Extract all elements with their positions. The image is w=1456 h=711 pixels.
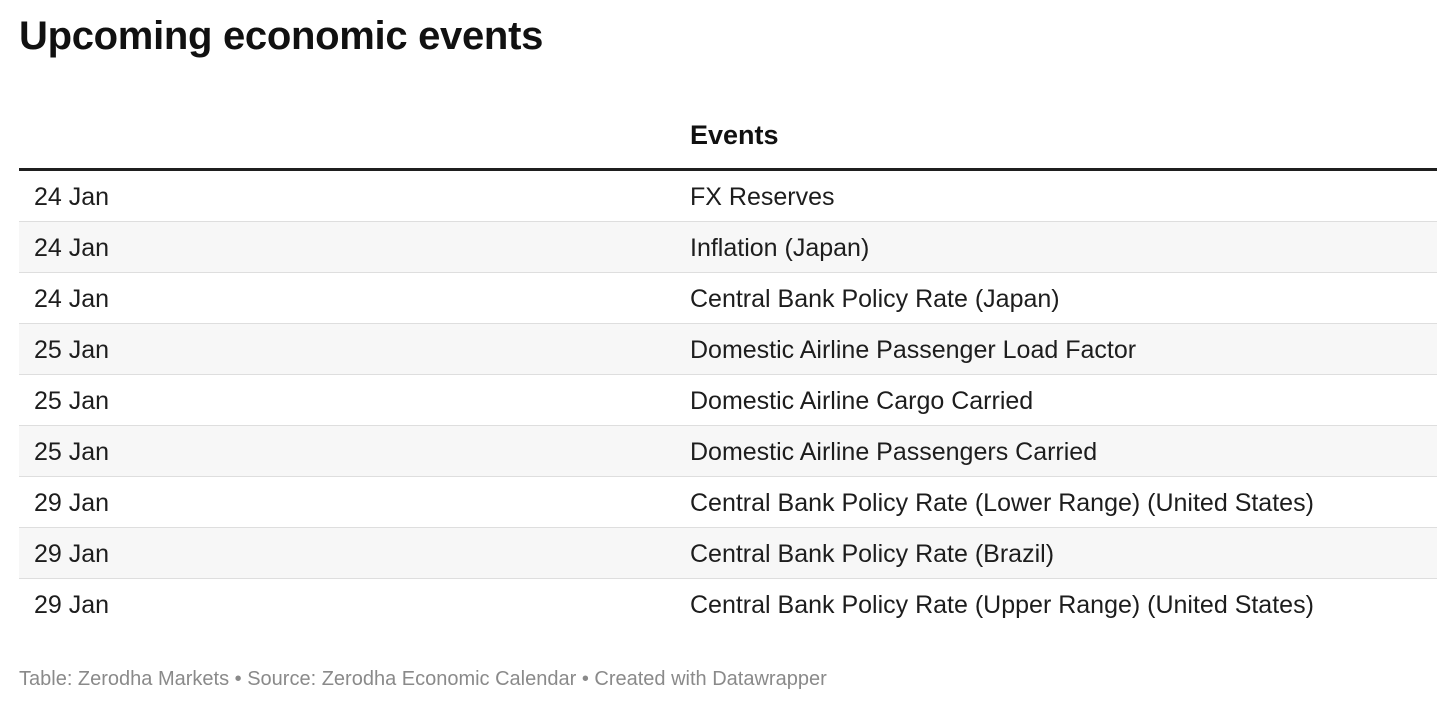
table-row: 25 Jan Domestic Airline Cargo Carried xyxy=(19,375,1437,426)
row-event: Central Bank Policy Rate (Brazil) xyxy=(690,540,1055,568)
row-date: 29 Jan xyxy=(34,540,110,568)
row-event: Domestic Airline Cargo Carried xyxy=(690,387,1034,415)
table-row: 29 Jan Central Bank Policy Rate (Brazil) xyxy=(19,528,1437,579)
row-event: Inflation (Japan) xyxy=(690,234,870,262)
table-row: 24 Jan FX Reserves xyxy=(19,171,1437,222)
table-row: 25 Jan Domestic Airline Passengers Carri… xyxy=(19,426,1437,477)
row-date: 29 Jan xyxy=(34,591,110,619)
table-row: 29 Jan Central Bank Policy Rate (Lower R… xyxy=(19,477,1437,528)
table-row: 29 Jan Central Bank Policy Rate (Upper R… xyxy=(19,579,1437,629)
row-date: 24 Jan xyxy=(34,183,110,211)
row-event: Domestic Airline Passengers Carried xyxy=(690,438,1098,466)
row-date: 25 Jan xyxy=(34,387,110,415)
table-row: 25 Jan Domestic Airline Passenger Load F… xyxy=(19,324,1437,375)
table-body: 24 Jan FX Reserves 24 Jan Inflation (Jap… xyxy=(19,171,1437,629)
table-header: Events xyxy=(19,100,1437,171)
row-date: 25 Jan xyxy=(34,438,110,466)
row-event: Domestic Airline Passenger Load Factor xyxy=(690,336,1137,364)
row-event: FX Reserves xyxy=(690,183,835,211)
row-event: Central Bank Policy Rate (Upper Range) (… xyxy=(690,591,1314,619)
row-event: Central Bank Policy Rate (Japan) xyxy=(690,285,1060,313)
row-date: 24 Jan xyxy=(34,234,110,262)
events-table: Events 24 Jan FX Reserves 24 Jan Inflati… xyxy=(19,100,1437,629)
row-event: Central Bank Policy Rate (Lower Range) (… xyxy=(690,489,1314,517)
table-footer-credits: Table: Zerodha Markets • Source: Zerodha… xyxy=(19,668,827,690)
page-title: Upcoming economic events xyxy=(19,14,544,58)
row-date: 25 Jan xyxy=(34,336,110,364)
row-date: 29 Jan xyxy=(34,489,110,517)
column-header-events: Events xyxy=(690,120,779,150)
table-row: 24 Jan Central Bank Policy Rate (Japan) xyxy=(19,273,1437,324)
table-row: 24 Jan Inflation (Japan) xyxy=(19,222,1437,273)
row-date: 24 Jan xyxy=(34,285,110,313)
